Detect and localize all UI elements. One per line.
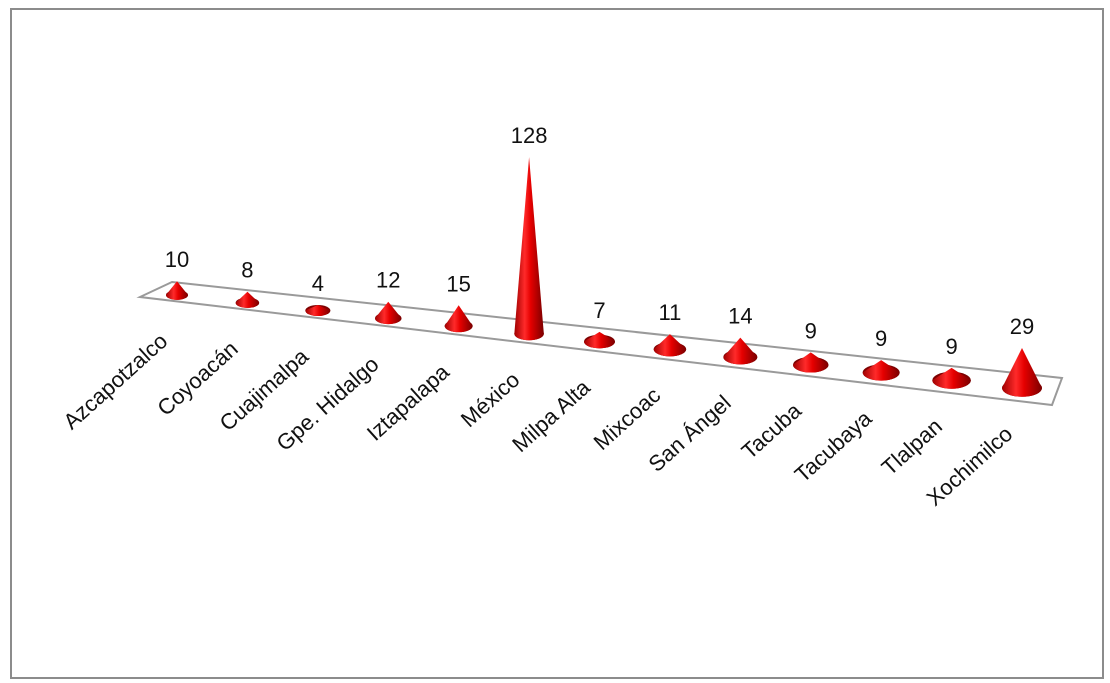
cone-body-tacuba: [793, 352, 829, 373]
cone-iztapalapa: [444, 305, 473, 333]
cone-body-mixcoac: [653, 334, 687, 357]
cone-tlalpan: [932, 367, 971, 389]
cone-body-milpa-alta: [584, 331, 615, 349]
cone-body-cuajimalpa: [305, 304, 331, 316]
cone-gpe-hidalgo: [375, 301, 402, 325]
cone-mixcoac: [653, 334, 687, 357]
cone-body-azcapotzalco: [166, 281, 188, 300]
cone-cuajimalpa: [305, 304, 331, 316]
value-label-tacubaya: 9: [875, 326, 887, 351]
category-label-tacuba: Tacuba: [737, 397, 807, 464]
value-label-azcapotzalco: 10: [165, 247, 189, 272]
cone-body-tacubaya: [862, 360, 900, 381]
value-label-tlalpan: 9: [945, 334, 957, 359]
value-label-xochimilco: 29: [1010, 314, 1034, 339]
cone-body-gpe-hidalgo: [375, 301, 402, 325]
chart-svg: 10 8 4 12 15 128 7 11 14 9 9 9 29 AzcapotzalcoCoyoac…: [58, 123, 1064, 511]
value-label-gpe-hidalgo: 12: [376, 268, 400, 293]
value-label-cuajimalpa: 4: [312, 271, 324, 296]
category-label-tlalpan: Tlalpan: [877, 413, 947, 480]
cone-body-tlalpan: [932, 367, 971, 389]
cone-coyoacan: [235, 291, 260, 308]
category-label-mixcoac: Mixcoac: [589, 382, 666, 455]
value-label-san-angel: 14: [728, 304, 752, 329]
value-label-tacuba: 9: [805, 318, 817, 343]
value-label-coyoacan: 8: [241, 258, 253, 283]
value-label-milpa-alta: 7: [593, 298, 605, 323]
category-label-azcapotzalco: Azcapotzalco: [58, 328, 172, 434]
cone-azcapotzalco: [166, 281, 188, 300]
cone-san-angel: [723, 337, 758, 365]
cone-body-san-angel: [723, 337, 758, 365]
cone-xochimilco: [1002, 347, 1042, 397]
cone-milpa-alta: [584, 331, 615, 349]
cones-group: [166, 157, 1042, 397]
cone-body-coyoacan: [235, 291, 260, 308]
value-label-iztapalapa: 15: [446, 271, 470, 296]
category-label-mexico: México: [456, 367, 525, 432]
cone-tacubaya: [862, 360, 900, 381]
value-labels-group: 10 8 4 12 15 128 7 11 14 9 9 9 29: [165, 123, 1034, 359]
cone-mexico: [514, 157, 544, 341]
cone-tacuba: [793, 352, 829, 373]
chart-frame: 10 8 4 12 15 128 7 11 14 9 9 9 29 Azcapotzalco Coyoac…: [10, 8, 1104, 679]
value-label-mixcoac: 11: [658, 300, 681, 325]
cone-body-mexico: [514, 157, 544, 341]
value-label-mexico: 128: [511, 123, 548, 148]
cone-body-iztapalapa: [444, 305, 473, 333]
cone-body-xochimilco: [1002, 347, 1042, 397]
